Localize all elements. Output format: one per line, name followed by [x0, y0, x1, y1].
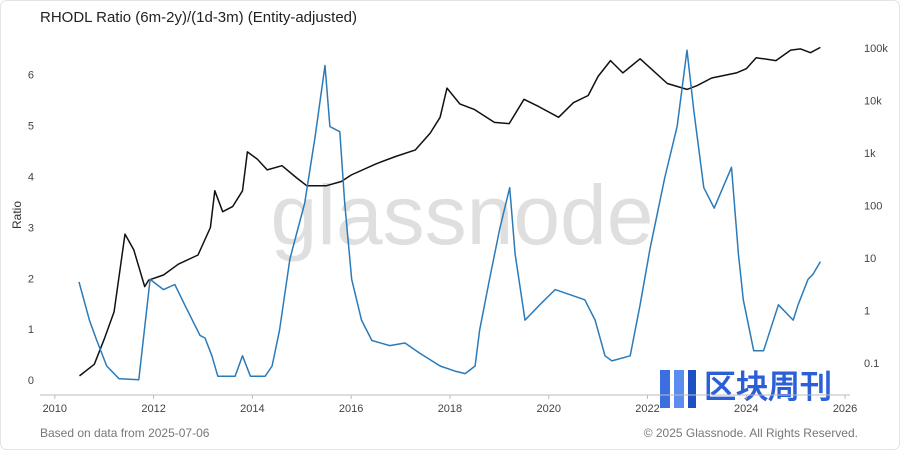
- y2-tick-label: 1k: [864, 148, 876, 160]
- y-tick-label: 6: [28, 70, 34, 82]
- y-tick-label: 2: [28, 273, 34, 285]
- x-tick-label: 2016: [339, 403, 363, 415]
- y2-tick-label: 100: [864, 201, 882, 213]
- x-tick-label: 2026: [833, 403, 857, 415]
- logo: 区块周刊: [660, 368, 832, 408]
- y-tick-label: 4: [28, 171, 34, 183]
- copyright: © 2025 Glassnode. All Rights Reserved.: [644, 426, 858, 440]
- logo-text: 区块周刊: [704, 368, 832, 404]
- footer-note: Based on data from 2025-07-06: [40, 426, 210, 440]
- y2-tick-label: 0.1: [864, 358, 879, 370]
- x-tick-label: 2012: [141, 403, 165, 415]
- watermark: glassnode: [271, 168, 654, 262]
- y-tick-label: 3: [28, 222, 34, 234]
- x-tick-label: 2010: [43, 403, 67, 415]
- y2-tick-label: 10: [864, 253, 876, 265]
- x-tick-label: 2020: [536, 403, 560, 415]
- series-line: [78, 49, 822, 381]
- y-tick-label: 5: [28, 120, 34, 132]
- y2-tick-label: 1: [864, 306, 870, 318]
- chart-title: RHODL Ratio (6m-2y)/(1d-3m) (Entity-adju…: [40, 9, 357, 26]
- logo-bar: [674, 370, 684, 408]
- x-tick-label: 2018: [438, 403, 462, 415]
- x-tick-label: 2022: [635, 403, 659, 415]
- y-axis-label: Ratio: [10, 201, 24, 229]
- series-line: [79, 46, 821, 377]
- logo-bar: [688, 370, 696, 408]
- y-tick-label: 0: [28, 375, 34, 387]
- logo-bar: [660, 370, 670, 408]
- x-tick-label: 2024: [734, 403, 758, 415]
- y2-tick-label: 100k: [864, 43, 888, 55]
- y2-tick-label: 10k: [864, 95, 882, 107]
- y-tick-label: 1: [28, 324, 34, 336]
- x-tick-label: 2014: [240, 403, 264, 415]
